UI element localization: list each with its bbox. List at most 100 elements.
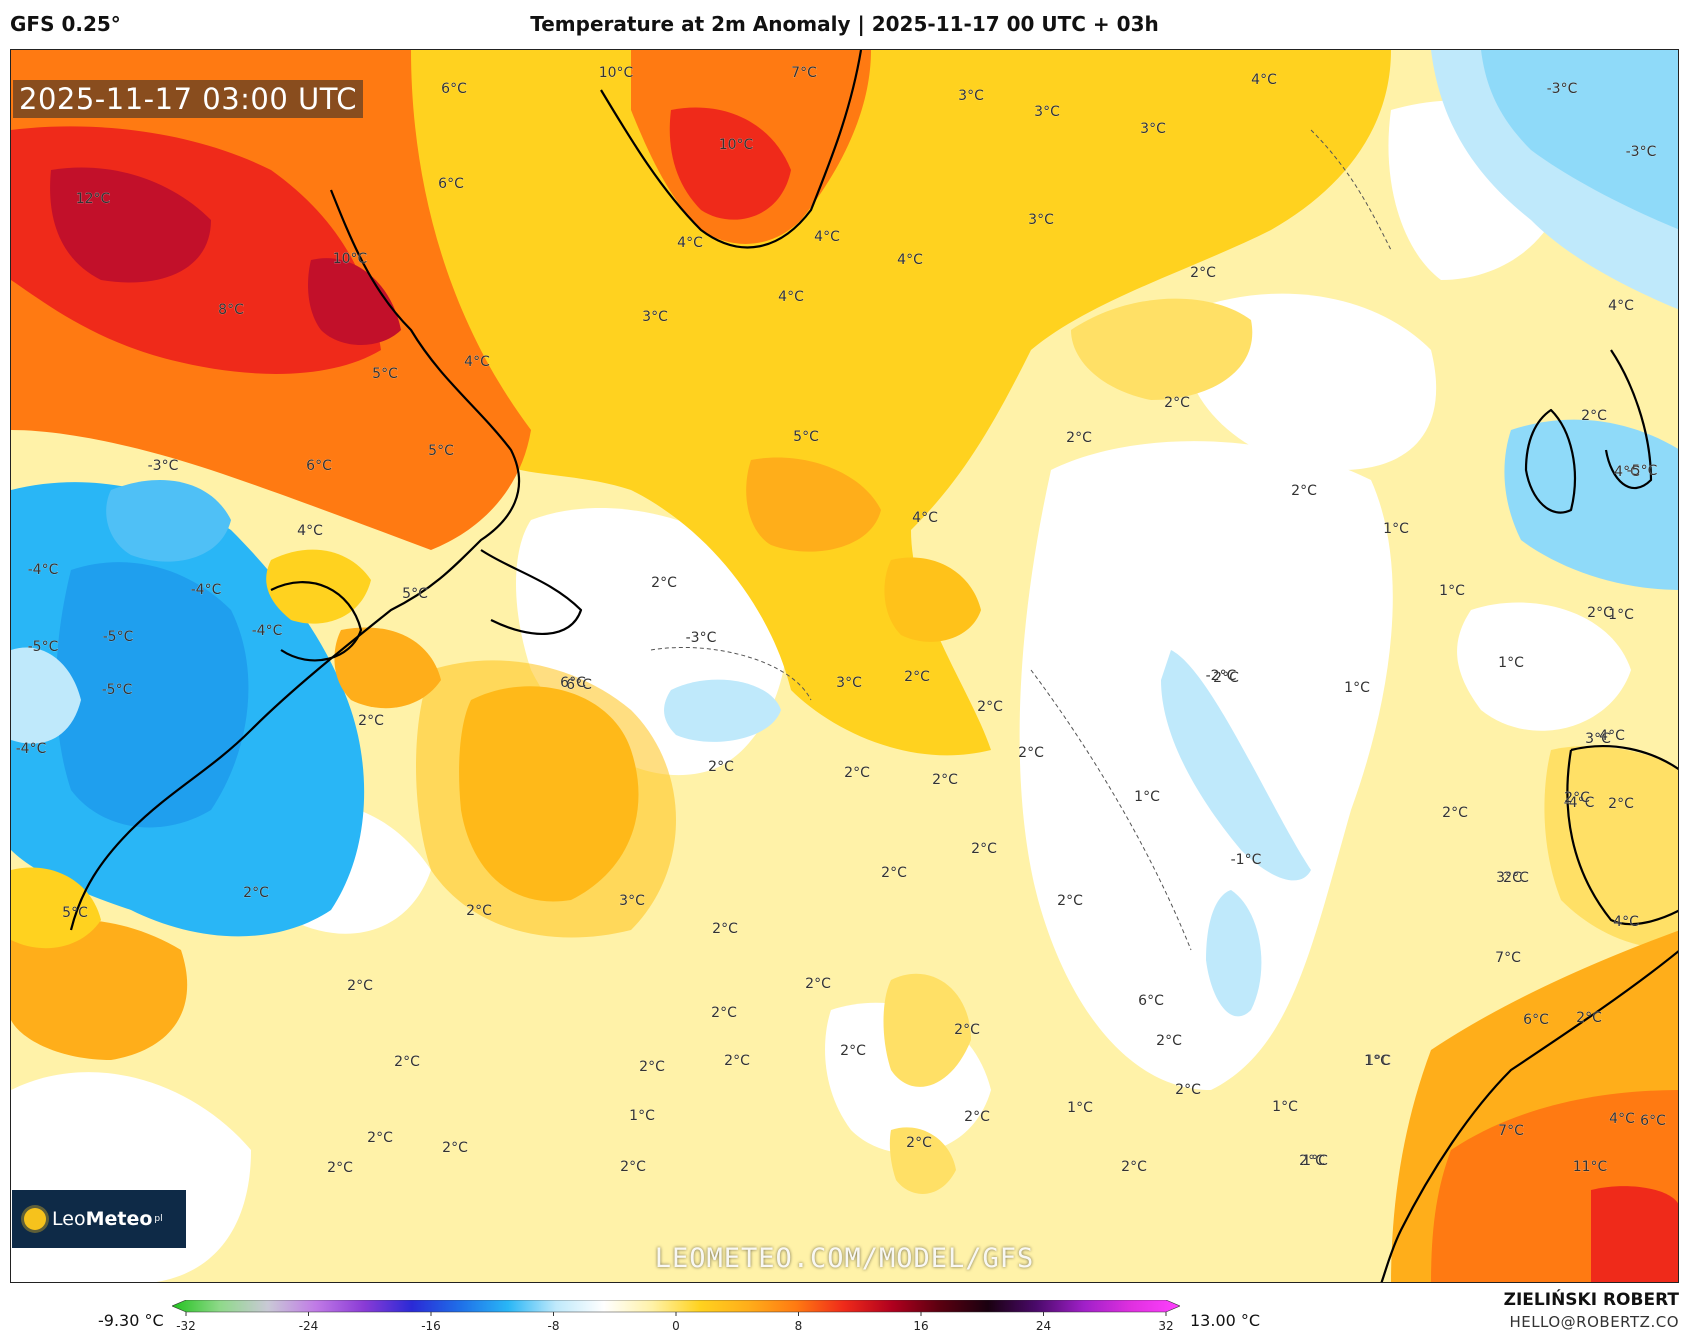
map-value-label: 2°C bbox=[466, 903, 492, 919]
map-value-label: 2°C bbox=[1213, 670, 1239, 686]
map-value-label: 2°C bbox=[1299, 1153, 1325, 1169]
map-value-label: 10°C bbox=[719, 137, 754, 153]
map-value-label: 2°C bbox=[805, 976, 831, 992]
logo-brand-bold: Meteo bbox=[85, 1208, 153, 1230]
map-value-label: 1°C bbox=[1608, 607, 1634, 623]
map-value-label: 2°C bbox=[711, 1005, 737, 1021]
map-title: Temperature at 2m Anomaly | 2025-11-17 0… bbox=[530, 12, 1159, 36]
map-value-label: 2°C bbox=[1175, 1082, 1201, 1098]
map-value-label: 4°C bbox=[897, 252, 923, 268]
map-value-label: 1°C bbox=[1302, 1153, 1328, 1169]
map-value-label: 2°C bbox=[620, 1159, 646, 1175]
map-value-label: 5°C bbox=[372, 366, 398, 382]
author-name: ZIELIŃSKI ROBERT bbox=[1503, 1290, 1679, 1310]
legend-min-label: -9.30 °C bbox=[98, 1311, 164, 1330]
map-value-label: 3°C bbox=[1034, 104, 1060, 120]
map-value-label: 2°C bbox=[1066, 430, 1092, 446]
map-value-label: 4°C bbox=[1599, 728, 1625, 744]
map-value-label: 2°C bbox=[971, 841, 997, 857]
map-value-label: 4°C bbox=[912, 510, 938, 526]
map-value-label: 2°C bbox=[954, 1022, 980, 1038]
colorbar-tick-label: 8 bbox=[795, 1319, 803, 1333]
map-value-label: 4°C bbox=[677, 235, 703, 251]
map-value-label: -4°C bbox=[28, 562, 59, 578]
map-value-label: -5°C bbox=[102, 682, 133, 698]
map-value-label: 10°C bbox=[333, 251, 368, 267]
map-value-label: 3°C bbox=[642, 309, 668, 325]
map-value-label: -5°C bbox=[1627, 463, 1658, 479]
map-value-label: 2°C bbox=[394, 1054, 420, 1070]
map-value-label: 2°C bbox=[1018, 745, 1044, 761]
map-value-label: 5°C bbox=[428, 443, 454, 459]
map-value-label: -3°C bbox=[148, 458, 179, 474]
map-value-label: 7°C bbox=[1495, 950, 1521, 966]
map-value-label: 2°C bbox=[1587, 605, 1613, 621]
colorbar-tick-label: -24 bbox=[299, 1319, 319, 1333]
valid-time-label: 2025-11-17 03:00 UTC bbox=[13, 80, 364, 118]
map-area: 12°C 10°C 8°C 6°C 6°C 5°C 5°C 6°C 4°C -3°C 4°C -4°C… bbox=[10, 49, 1679, 1283]
map-value-label: -5°C bbox=[103, 629, 134, 645]
map-value-label: 2°C bbox=[1581, 408, 1607, 424]
map-value-label: 2°C bbox=[840, 1043, 866, 1059]
map-value-label: 2°C bbox=[964, 1109, 990, 1125]
map-value-label: 4°C bbox=[1251, 72, 1277, 88]
map-value-label: 2°C bbox=[1190, 265, 1216, 281]
colorbar-tick-label: 16 bbox=[913, 1319, 928, 1333]
map-value-label: 2°C bbox=[1291, 483, 1317, 499]
map-value-label: 2°C bbox=[327, 1160, 353, 1176]
sun-logo-icon bbox=[24, 1208, 46, 1230]
map-value-label: 4°C bbox=[1608, 298, 1634, 314]
map-value-label: -4°C bbox=[16, 741, 47, 757]
map-value-label: 5°C bbox=[62, 905, 88, 921]
map-value-label: 4°C bbox=[778, 289, 804, 305]
map-value-label: 6°C bbox=[1640, 1113, 1666, 1129]
map-value-label: 2°C bbox=[1442, 805, 1468, 821]
map-value-label: 3°C bbox=[619, 893, 645, 909]
map-value-label: 1°C bbox=[629, 1108, 655, 1124]
map-value-label: -5°C bbox=[28, 639, 59, 655]
map-value-label: 2°C bbox=[712, 921, 738, 937]
colorbar-tick-label: 24 bbox=[1036, 1319, 1051, 1333]
map-value-label: 5°C bbox=[402, 586, 428, 602]
map-value-label: 3°C bbox=[1140, 121, 1166, 137]
map-value-label: 2°C bbox=[1608, 796, 1634, 812]
colorbar-tick-label: -16 bbox=[421, 1319, 441, 1333]
leometeo-logo[interactable]: Leo Meteo pl bbox=[12, 1190, 186, 1248]
map-value-label: 2°C bbox=[347, 978, 373, 994]
map-value-label: 6°C bbox=[441, 81, 467, 97]
map-value-label: 1°C bbox=[1344, 680, 1370, 696]
map-value-label: 12°C bbox=[76, 191, 111, 207]
map-value-label: -2°C bbox=[1206, 668, 1237, 684]
map-value-label: 7°C bbox=[1498, 1123, 1524, 1139]
map-value-label: 4°C bbox=[1613, 914, 1639, 930]
map-value-label: 2°C bbox=[1156, 1033, 1182, 1049]
map-value-label: 4°C bbox=[814, 229, 840, 245]
map-value-label: -4°C bbox=[1564, 795, 1595, 811]
map-value-label: 6°C bbox=[438, 176, 464, 192]
watermark-url: LEOMETEO.COM/MODEL/GFS bbox=[654, 1243, 1035, 1274]
author-email: HELLO@ROBERTZ.CO bbox=[1509, 1313, 1679, 1331]
colorbar-tick-label: 32 bbox=[1158, 1319, 1173, 1333]
map-value-label: 10°C bbox=[599, 65, 634, 81]
colorbar-tick-label: -8 bbox=[548, 1319, 560, 1333]
map-value-label: 7°C bbox=[791, 65, 817, 81]
map-value-label: 1°C bbox=[1364, 1053, 1390, 1069]
map-value-label: -4°C bbox=[252, 623, 283, 639]
map-value-label: 2°C bbox=[243, 885, 269, 901]
anomaly-map: 12°C 10°C 8°C 6°C 6°C 5°C 5°C 6°C 4°C -3°C 4°C -4°C… bbox=[11, 50, 1678, 1282]
map-value-label: 4°C bbox=[1614, 464, 1640, 480]
map-value-label: 2°C bbox=[904, 669, 930, 685]
map-value-label: 4°C bbox=[464, 354, 490, 370]
map-value-label: 6°C bbox=[306, 458, 332, 474]
map-value-label: 1°C bbox=[1439, 583, 1465, 599]
map-value-label: 1°C bbox=[1134, 789, 1160, 805]
map-value-label: 2°C bbox=[977, 699, 1003, 715]
map-value-label: -1°C bbox=[1231, 852, 1262, 868]
map-value-label: 6°C bbox=[1523, 1012, 1549, 1028]
colorbar-tick-label: -32 bbox=[176, 1319, 196, 1333]
map-value-label: 2°C bbox=[906, 1135, 932, 1151]
map-value-label: 2°C bbox=[442, 1140, 468, 1156]
map-value-label: 2°C bbox=[1057, 893, 1083, 909]
map-value-label: 8°C bbox=[218, 302, 244, 318]
map-value-label: 2°C bbox=[639, 1059, 665, 1075]
